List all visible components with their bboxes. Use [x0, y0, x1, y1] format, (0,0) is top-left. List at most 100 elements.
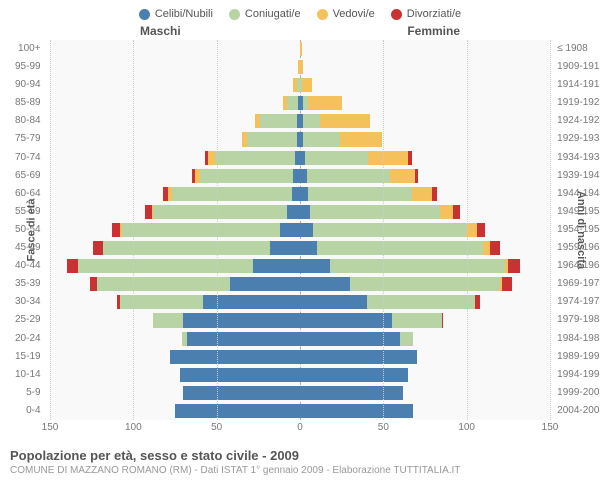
y-tick-age: 25-29: [15, 311, 41, 329]
bar-segment: [432, 187, 437, 201]
bar-female: [300, 368, 408, 382]
bar-segment: [122, 223, 280, 237]
pyramid-row: [50, 221, 550, 239]
plot: [50, 40, 550, 420]
pyramid-row: [50, 348, 550, 366]
bar-segment: [502, 277, 512, 291]
y-tick-age: 75-79: [15, 130, 41, 148]
y-tick-age: 65-69: [15, 167, 41, 185]
bar-male: [90, 277, 300, 291]
bar-segment: [350, 277, 500, 291]
bar-segment: [97, 277, 230, 291]
bar-female: [300, 386, 403, 400]
bar-female: [300, 350, 417, 364]
bar-segment: [390, 169, 415, 183]
y-tick-birth: 1999-2003: [557, 384, 600, 402]
y-tick-birth: 1949-1953: [557, 203, 600, 221]
y-tick-age: 5-9: [15, 384, 41, 402]
y-tick-age: 20-24: [15, 330, 41, 348]
y-tick-birth: 1934-1938: [557, 149, 600, 167]
bar-segment: [440, 205, 453, 219]
bar-segment: [215, 151, 295, 165]
bar-segment: [508, 259, 520, 273]
legend-label: Celibi/Nubili: [155, 8, 213, 20]
pyramid-row: [50, 185, 550, 203]
bar-segment: [305, 151, 368, 165]
bar-segment: [307, 169, 390, 183]
y-tick-age: 35-39: [15, 275, 41, 293]
y-tick-age: 40-44: [15, 257, 41, 275]
bar-segment: [300, 60, 303, 74]
bar-segment: [475, 295, 480, 309]
bar-segment: [320, 114, 370, 128]
bar-segment: [392, 313, 442, 327]
bar-segment: [153, 313, 183, 327]
bar-female: [300, 42, 302, 56]
y-tick-age: 0-4: [15, 402, 41, 420]
bar-segment: [303, 132, 340, 146]
bar-male: [153, 313, 300, 327]
legend: Celibi/NubiliConiugati/eVedovi/eDivorzia…: [0, 0, 600, 24]
bar-male: [112, 223, 300, 237]
bar-segment: [183, 386, 300, 400]
bar-female: [300, 96, 342, 110]
bar-female: [300, 223, 485, 237]
bar-segment: [330, 259, 505, 273]
bar-segment: [300, 42, 302, 56]
x-axis: 15010050050100150: [50, 422, 550, 438]
bar-segment: [300, 295, 367, 309]
x-tick: 50: [211, 422, 222, 433]
y-tick-age: 55-59: [15, 203, 41, 221]
bar-female: [300, 187, 437, 201]
bar-segment: [175, 404, 300, 418]
legend-swatch: [139, 9, 150, 20]
bar-segment: [300, 259, 330, 273]
bar-segment: [93, 241, 103, 255]
bar-segment: [317, 241, 484, 255]
bar-segment: [287, 96, 299, 110]
bar-male: [293, 78, 300, 92]
bar-female: [300, 259, 520, 273]
bar-segment: [300, 205, 310, 219]
pyramid-row: [50, 293, 550, 311]
footer-sub: COMUNE DI MAZZANO ROMANO (RM) - Dati IST…: [10, 465, 590, 476]
chart-area: Fasce di età Anni di nascita 100+95-9990…: [50, 40, 550, 420]
bar-female: [300, 114, 370, 128]
bar-segment: [442, 313, 444, 327]
pyramid-row: [50, 167, 550, 185]
bar-segment: [300, 368, 408, 382]
bar-male: [242, 132, 300, 146]
bar-segment: [153, 205, 286, 219]
bar-female: [300, 277, 512, 291]
y-tick-birth: 2004-2008: [557, 402, 600, 420]
y-axis-right: ≤ 19081909-19131914-19181919-19231924-19…: [557, 40, 600, 420]
bar-segment: [302, 78, 312, 92]
bar-male: [67, 259, 300, 273]
bar-segment: [200, 169, 293, 183]
y-tick-birth: 1964-1968: [557, 257, 600, 275]
bar-segment: [400, 332, 413, 346]
bar-segment: [313, 223, 466, 237]
bar-segment: [187, 332, 300, 346]
bar-male: [205, 151, 300, 165]
y-tick-age: 45-49: [15, 239, 41, 257]
bar-male: [180, 368, 300, 382]
y-tick-birth: 1939-1943: [557, 167, 600, 185]
y-tick-birth: 1969-1973: [557, 275, 600, 293]
bar-segment: [415, 169, 418, 183]
y-tick-age: 70-74: [15, 149, 41, 167]
bar-segment: [453, 205, 460, 219]
bar-segment: [308, 187, 411, 201]
bar-segment: [368, 151, 408, 165]
bar-segment: [293, 169, 300, 183]
x-tick: 0: [297, 422, 303, 433]
pyramid-row: [50, 112, 550, 130]
pyramid-row: [50, 94, 550, 112]
bar-segment: [467, 223, 477, 237]
legend-item: Divorziati/e: [391, 8, 461, 20]
bar-female: [300, 295, 480, 309]
bar-segment: [253, 259, 300, 273]
gridline-v: [50, 40, 51, 420]
legend-item: Coniugati/e: [229, 8, 301, 20]
y-tick-birth: 1984-1988: [557, 330, 600, 348]
